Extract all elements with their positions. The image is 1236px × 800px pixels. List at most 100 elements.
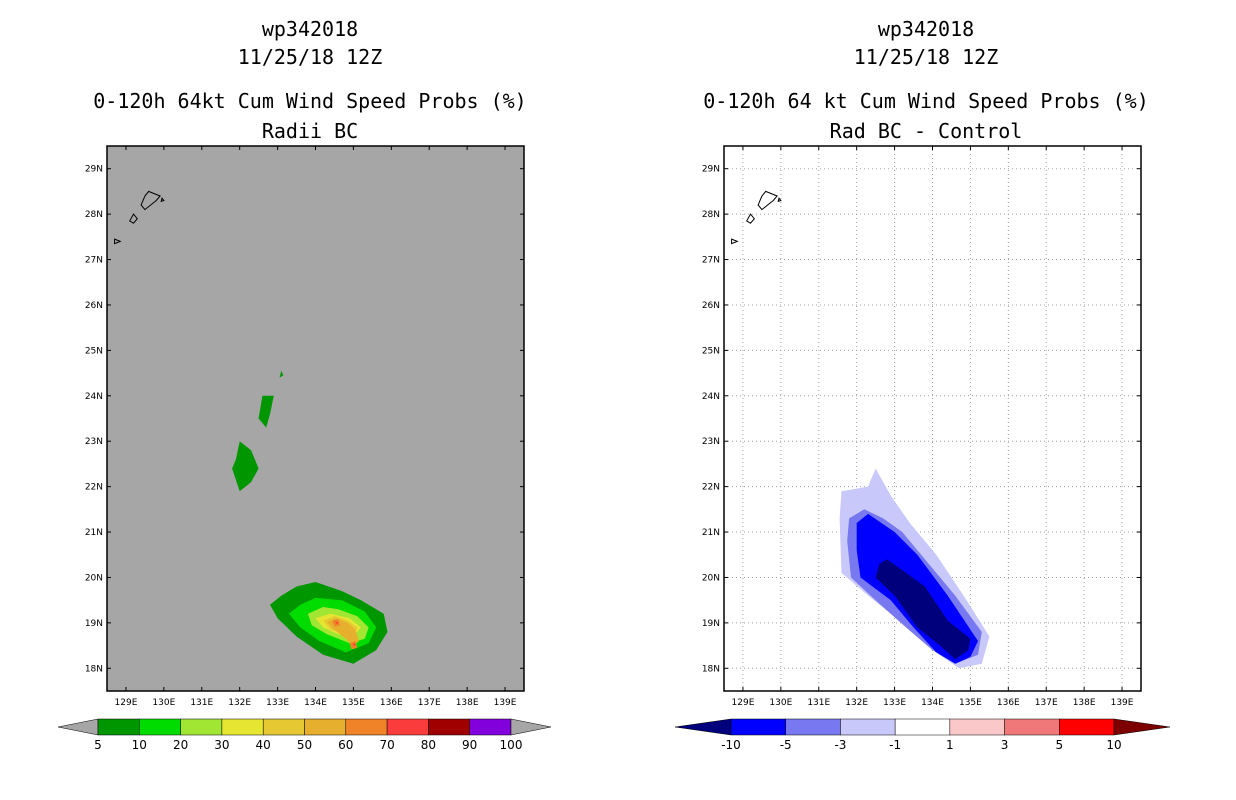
right-contours (839, 468, 990, 669)
colorbar-label: 90 (462, 738, 477, 752)
x-tick-label: 136E (380, 698, 403, 708)
coastline-island-d (731, 238, 739, 245)
coastline-island-a (140, 190, 161, 211)
colorbar-label: 5 (1055, 738, 1063, 752)
coastline-island-b (129, 213, 138, 224)
y-tick-label: 19N (702, 619, 720, 629)
colorbar-label: 1 (946, 738, 954, 752)
y-tick-label: 18N (85, 664, 103, 674)
colorbar-label: 30 (214, 738, 229, 752)
x-tick-label: 129E (732, 698, 755, 708)
colorbar-segment (428, 718, 470, 736)
x-tick-label: 131E (190, 698, 213, 708)
coastline-island-c (160, 197, 165, 203)
colorbar-label: 50 (297, 738, 312, 752)
y-tick-label: 24N (85, 392, 103, 402)
y-tick-label: 21N (702, 528, 720, 538)
colorbar-segment (139, 718, 181, 736)
colorbar-label: 5 (94, 738, 102, 752)
left-contours (232, 370, 388, 664)
y-tick-label: 23N (85, 437, 103, 447)
coastline-island-c (777, 197, 782, 203)
y-tick-label: 21N (85, 528, 103, 538)
x-tick-label: 129E (115, 698, 138, 708)
y-tick-label: 19N (85, 619, 103, 629)
x-tick-label: 130E (769, 698, 792, 708)
contour-70-80 (352, 643, 356, 647)
colorbar-label: 3 (1001, 738, 1009, 752)
colorbar-high-arrow (1113, 718, 1171, 736)
right-axis-ticks: 129E 130E 131E 132E 133E 134E 135E 136E 137E 138E… (702, 146, 1141, 708)
y-tick-label: 28N (702, 210, 720, 220)
contour-5-10 (258, 395, 274, 428)
contour-< -10 (875, 559, 971, 660)
x-tick-label: 132E (228, 698, 251, 708)
left-title-product: 0-120h 64kt Cum Wind Speed Probs (%) (93, 89, 526, 113)
x-tick-label: 133E (883, 698, 906, 708)
y-tick-label: 29N (702, 165, 720, 175)
y-tick-label: 24N (702, 392, 720, 402)
colorbar-segment (221, 718, 264, 736)
coastline-island-a (757, 190, 778, 211)
x-tick-label: 133E (266, 698, 289, 708)
colorbar-label: 20 (173, 738, 188, 752)
contour-60-70 (349, 641, 358, 650)
y-tick-label: 18N (702, 664, 720, 674)
colorbar-label: 70 (379, 738, 394, 752)
colorbar-label: -5 (780, 738, 792, 752)
colorbar-segment (304, 718, 347, 736)
right-colorbar: -10 -5 -3 -1 1 3 5 10 (674, 718, 1171, 752)
contour-5-10 (279, 370, 284, 378)
colorbar-label: 60 (338, 738, 353, 752)
y-tick-label: 20N (702, 573, 720, 583)
y-tick-label: 25N (85, 346, 103, 356)
colorbar-segment (345, 718, 388, 736)
left-title-storm-id: wp342018 (262, 17, 358, 41)
x-tick-label: 136E (997, 698, 1020, 708)
y-tick-label: 27N (85, 256, 103, 266)
x-tick-label: 135E (342, 698, 365, 708)
right-title-storm-id: wp342018 (878, 17, 974, 41)
colorbar-label: 40 (256, 738, 271, 752)
contour-5-10 (232, 441, 259, 492)
coastline-island-d (114, 238, 122, 245)
x-tick-label: 135E (959, 698, 982, 708)
colorbar-low-arrow (674, 718, 732, 736)
colorbar-label: 100 (500, 738, 523, 752)
colorbar-label: -3 (834, 738, 846, 752)
x-tick-label: 137E (1035, 698, 1058, 708)
x-tick-label: 132E (845, 698, 868, 708)
left-title-subtitle: Radii BC (262, 119, 358, 143)
x-tick-label: 138E (1073, 698, 1096, 708)
y-tick-label: 26N (85, 301, 103, 311)
left-colorbar: 5 10 20 30 40 50 60 70 80 90 100 (57, 718, 552, 752)
left-axis-ticks: 129E 130E 131E 132E 133E 134E 135E 136E 137E 138E… (85, 146, 524, 708)
right-title-product: 0-120h 64 kt Cum Wind Speed Probs (%) (703, 89, 1149, 113)
x-tick-label: 134E (921, 698, 944, 708)
colorbar-low-arrow (57, 718, 99, 736)
colorbar-label: -10 (721, 738, 741, 752)
colorbar-segment (785, 718, 841, 736)
colorbar-segment (262, 718, 305, 736)
left-panel: wp342018 11/25/18 12Z 0-120h 64kt Cum Wi… (57, 17, 552, 752)
colorbar-segment (97, 718, 140, 736)
right-title-subtitle: Rad BC - Control (830, 119, 1023, 143)
right-coastlines (731, 190, 782, 245)
x-tick-label: 139E (1111, 698, 1134, 708)
colorbar-segment (840, 718, 896, 736)
x-tick-label: 130E (152, 698, 175, 708)
y-tick-label: 25N (702, 346, 720, 356)
x-tick-label: 137E (418, 698, 441, 708)
y-tick-label: 26N (702, 301, 720, 311)
y-tick-label: 22N (702, 483, 720, 493)
colorbar-label: 80 (421, 738, 436, 752)
coastline-island-b (746, 213, 755, 224)
colorbar-segment (1004, 718, 1060, 736)
x-tick-label: 134E (304, 698, 327, 708)
y-tick-label: 23N (702, 437, 720, 447)
colorbar-segment (730, 718, 786, 736)
right-panel: wp342018 11/25/18 12Z 0-120h 64 kt Cum W… (674, 17, 1171, 752)
colorbar-segment (894, 718, 951, 736)
colorbar-segment (1059, 718, 1115, 736)
